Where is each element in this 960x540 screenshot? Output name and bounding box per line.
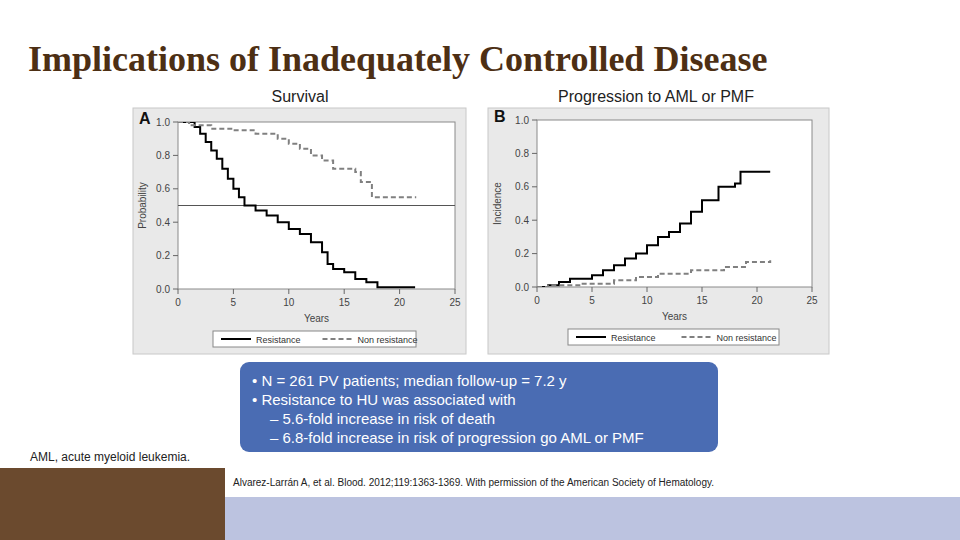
legend-swatch: [576, 336, 606, 338]
x-tick-label: 0: [534, 295, 540, 306]
x-tick: [455, 289, 456, 294]
x-tick: [757, 287, 758, 292]
legend-label: Resistance: [256, 335, 301, 345]
x-tick: [647, 287, 648, 292]
plot-area: [537, 120, 812, 287]
x-tick-label: 15: [339, 297, 351, 308]
y-tick: [532, 220, 537, 221]
plot-marks: [537, 172, 770, 287]
y-tick-label: 0.4: [156, 217, 170, 228]
note-background: [240, 362, 718, 452]
x-tick-label: 25: [449, 297, 461, 308]
x-axis-label: Years: [304, 313, 329, 324]
y-tick-label: 0.8: [515, 148, 529, 159]
legend-label: Non resistance: [358, 335, 418, 345]
x-tick-label: 5: [231, 297, 237, 308]
x-tick: [399, 289, 400, 294]
x-tick-label: 10: [641, 295, 653, 306]
note-box: • N = 261 PV patients; median follow-up …: [240, 362, 718, 452]
plot-marks: [178, 122, 455, 287]
x-tick: [537, 287, 538, 292]
y-tick-label: 1.0: [156, 117, 170, 128]
panel-label: A: [139, 110, 151, 127]
y-tick-label: 0.0: [156, 284, 170, 295]
plot-area: [178, 122, 455, 289]
panel-frame: [488, 108, 829, 354]
y-axis-label: Probability: [137, 182, 148, 229]
chart-panel: Progression to AML or PMF B 0.0 0.2 0.4 0.6 0.…: [488, 88, 829, 354]
x-tick-label: 25: [806, 295, 818, 306]
citation: Alvarez-Larrán A, et al. Blood. 2012;119…: [233, 477, 714, 488]
legend-label: Non resistance: [717, 333, 777, 343]
footer-band: [225, 497, 960, 540]
chart-title: Survival: [272, 88, 329, 105]
x-tick-label: 20: [394, 297, 406, 308]
slide-title: Implications of Inadequately Controlled …: [28, 39, 767, 79]
x-tick: [592, 287, 593, 292]
slide: Implications of Inadequately Controlled …: [0, 0, 960, 540]
y-tick-label: 0.0: [515, 282, 529, 293]
x-tick: [812, 287, 813, 292]
panel-frame: [133, 108, 466, 354]
y-tick: [173, 188, 178, 189]
y-tick-label: 0.8: [156, 150, 170, 161]
y-tick: [173, 289, 178, 290]
series-line: [178, 122, 416, 197]
y-tick-label: 0.6: [515, 181, 529, 192]
x-tick: [178, 289, 179, 294]
y-tick: [532, 186, 537, 187]
x-tick-label: 5: [589, 295, 595, 306]
y-tick-label: 1.0: [515, 115, 529, 126]
series-line: [537, 260, 770, 287]
reference-line: [178, 205, 455, 206]
note-line: • Resistance to HU was associated with: [252, 391, 516, 408]
y-tick: [173, 255, 178, 256]
x-tick: [344, 289, 345, 294]
y-tick: [532, 287, 537, 288]
x-tick: [702, 287, 703, 292]
chart-title: Progression to AML or PMF: [558, 88, 754, 105]
note-line: • N = 261 PV patients; median follow-up …: [252, 372, 567, 389]
y-tick-label: 0.4: [515, 215, 529, 226]
x-tick-label: 0: [175, 297, 181, 308]
panel-label: B: [494, 108, 506, 125]
x-tick-label: 15: [696, 295, 708, 306]
x-tick-label: 10: [283, 297, 295, 308]
legend-swatch: [221, 338, 251, 340]
footer-block: [0, 468, 225, 540]
y-tick: [173, 155, 178, 156]
legend-swatch: [323, 338, 353, 340]
background: [0, 0, 960, 540]
note-subline: – 5.6-fold increase in risk of death: [270, 410, 495, 427]
legend-label: Resistance: [611, 333, 656, 343]
y-tick-label: 0.2: [156, 250, 170, 261]
series-line: [178, 122, 415, 287]
y-tick: [532, 253, 537, 254]
legend-box: [568, 329, 779, 345]
x-tick: [233, 289, 234, 294]
y-tick: [532, 153, 537, 154]
x-axis-label: Years: [662, 311, 687, 322]
note-subline: – 6.8-fold increase in risk of progressi…: [270, 429, 644, 446]
footnote: AML, acute myeloid leukemia.: [30, 450, 190, 464]
series-line: [537, 172, 770, 287]
y-tick-label: 0.2: [515, 248, 529, 259]
x-tick: [288, 289, 289, 294]
y-tick: [173, 122, 178, 123]
legend-swatch: [682, 336, 712, 338]
y-tick: [173, 222, 178, 223]
y-axis-label: Incidence: [492, 182, 503, 225]
y-tick: [532, 120, 537, 121]
chart-panel: Survival A 0.0 0.2 0.4 0.6 0.8 1.0 0 5 10 15 20 25 Yea…: [133, 88, 466, 354]
y-tick-label: 0.6: [156, 183, 170, 194]
x-tick-label: 20: [751, 295, 763, 306]
